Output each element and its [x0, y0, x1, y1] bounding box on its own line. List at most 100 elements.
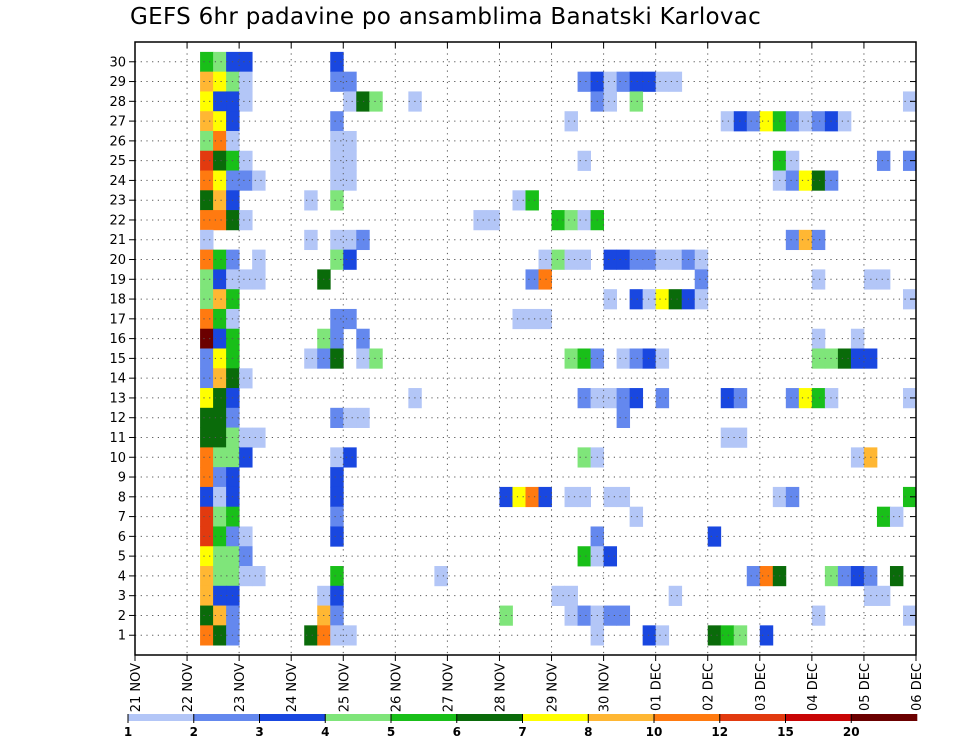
heatmap-cell	[759, 111, 774, 132]
heatmap-cell	[200, 526, 214, 547]
heatmap-cell	[213, 625, 227, 646]
heatmap-cell	[343, 447, 357, 468]
y-tick-label: 3	[118, 589, 126, 604]
x-tick-label: 24 NOV	[285, 663, 300, 712]
heatmap-cell	[330, 348, 344, 369]
heatmap-cell	[629, 348, 644, 369]
heatmap-cell	[876, 150, 891, 171]
y-tick-label: 1	[118, 629, 126, 644]
heatmap-cell	[200, 308, 214, 330]
heatmap-cell	[213, 407, 227, 428]
heatmap-cell	[356, 229, 370, 251]
heatmap-cell	[876, 269, 891, 290]
heatmap-cell	[330, 71, 344, 92]
heatmap-cell	[694, 249, 709, 270]
heatmap-cell	[239, 91, 253, 112]
heatmap-cell	[304, 190, 318, 211]
heatmap-cell	[616, 388, 631, 409]
heatmap-cell	[733, 625, 748, 646]
heatmap-cell	[200, 210, 214, 231]
heatmap-cell	[850, 328, 865, 349]
heatmap-cell	[330, 229, 344, 251]
heatmap-cell	[798, 170, 813, 191]
y-tick-label: 29	[109, 75, 126, 90]
legend-swatch	[522, 714, 589, 721]
heatmap-cell	[525, 486, 539, 508]
heatmap-cell	[759, 625, 774, 646]
legend-swatch	[719, 714, 786, 721]
heatmap-cell	[798, 111, 813, 132]
heatmap-cell	[200, 467, 214, 488]
heatmap-cell	[525, 308, 539, 330]
heatmap-cell	[629, 388, 644, 409]
heatmap-cell	[330, 190, 344, 211]
heatmap-cell	[239, 566, 253, 587]
heatmap-cell	[603, 289, 618, 310]
heatmap-cell	[343, 150, 357, 171]
heatmap-cell	[603, 605, 618, 626]
heatmap-cell	[330, 130, 344, 152]
x-tick-label: 27 NOV	[441, 663, 456, 712]
heatmap-cell	[577, 605, 591, 626]
heatmap-cell	[902, 91, 917, 112]
y-tick-label: 13	[109, 391, 126, 406]
heatmap-cell	[252, 566, 266, 587]
heatmap-cell	[330, 328, 344, 349]
heatmap-cell	[577, 388, 591, 409]
heatmap-cell	[343, 229, 357, 251]
heatmap-cell	[902, 486, 917, 508]
heatmap-cell	[707, 526, 722, 547]
legend-swatch	[391, 714, 458, 721]
heatmap-cell	[525, 269, 539, 290]
heatmap-cell	[733, 388, 748, 409]
heatmap-cell	[304, 229, 318, 251]
heatmap-cell	[876, 585, 891, 606]
heatmap-cell	[629, 506, 644, 527]
heatmap-cell	[330, 170, 344, 191]
heatmap-cell	[902, 150, 917, 171]
heatmap-cell	[785, 150, 800, 171]
heatmap-cell	[330, 526, 344, 547]
heatmap-cell	[889, 506, 904, 527]
heatmap-cell	[538, 249, 552, 270]
heatmap-cell	[720, 111, 735, 132]
heatmap-cell	[811, 328, 826, 349]
legend-swatch	[128, 714, 195, 721]
heatmap-cell	[213, 130, 227, 152]
heatmap-cell	[330, 407, 344, 428]
y-tick-label: 16	[109, 332, 126, 347]
legend-label: 12	[711, 725, 728, 739]
heatmap-cell	[330, 150, 344, 171]
heatmap-cell	[330, 585, 344, 606]
heatmap-cell	[213, 51, 227, 73]
heatmap-cell	[330, 486, 344, 508]
heatmap-cell	[564, 210, 578, 231]
heatmap-cell	[213, 467, 227, 488]
heatmap-cell	[200, 566, 214, 587]
heatmap-cell	[642, 348, 657, 369]
heatmap-cell	[902, 605, 917, 626]
heatmap-cell	[603, 486, 618, 508]
heatmap-cell	[551, 585, 565, 606]
heatmap-cell	[200, 388, 214, 409]
heatmap-cell	[876, 506, 891, 527]
heatmap-cell	[629, 249, 644, 270]
heatmap-cell	[694, 269, 709, 290]
heatmap-cell	[798, 229, 813, 251]
heatmap-cell	[811, 111, 826, 132]
legend-label: 2	[190, 725, 198, 739]
heatmap-cells	[200, 51, 917, 646]
heatmap-cell	[239, 427, 253, 448]
heatmap-cell	[200, 625, 214, 646]
x-tick-label: 30 NOV	[598, 663, 613, 712]
y-tick-label: 17	[109, 312, 126, 327]
heatmap-cell	[668, 585, 683, 606]
heatmap-cell	[655, 348, 670, 369]
legend-swatch	[456, 714, 523, 721]
heatmap-cell	[213, 447, 227, 468]
heatmap-cell	[616, 486, 631, 508]
heatmap-cell	[239, 368, 253, 389]
heatmap-cell	[902, 388, 917, 409]
heatmap-cell	[239, 526, 253, 547]
axis-ticks	[129, 42, 917, 661]
